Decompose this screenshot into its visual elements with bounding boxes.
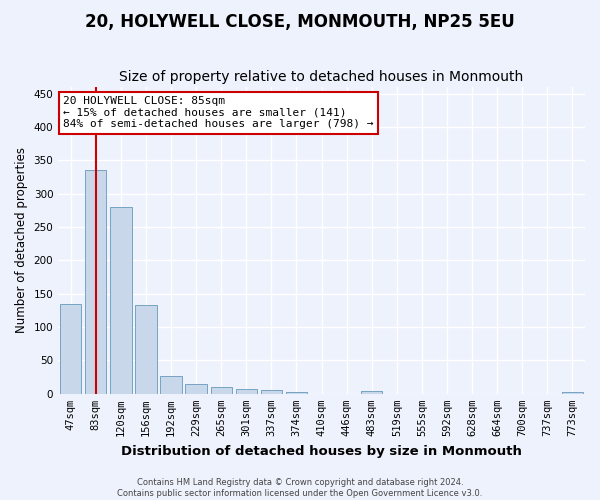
X-axis label: Distribution of detached houses by size in Monmouth: Distribution of detached houses by size … (121, 444, 522, 458)
Bar (136, 305, 157, 394)
Y-axis label: Number of detached properties: Number of detached properties (15, 148, 28, 334)
Bar (361, 391, 382, 394)
Text: 20, HOLYWELL CLOSE, MONMOUTH, NP25 5EU: 20, HOLYWELL CLOSE, MONMOUTH, NP25 5EU (85, 12, 515, 30)
Bar (562, 392, 583, 394)
Text: Contains HM Land Registry data © Crown copyright and database right 2024.
Contai: Contains HM Land Registry data © Crown c… (118, 478, 482, 498)
Text: 20 HOLYWELL CLOSE: 85sqm
← 15% of detached houses are smaller (141)
84% of semi-: 20 HOLYWELL CLOSE: 85sqm ← 15% of detach… (64, 96, 374, 130)
Bar (110, 207, 131, 394)
Bar (286, 392, 307, 394)
Bar (60, 304, 82, 394)
Title: Size of property relative to detached houses in Monmouth: Size of property relative to detached ho… (119, 70, 524, 85)
Bar (211, 387, 232, 394)
Bar (85, 170, 106, 394)
Bar (261, 390, 282, 394)
Bar (185, 384, 207, 394)
Bar (236, 389, 257, 394)
Bar (160, 376, 182, 394)
